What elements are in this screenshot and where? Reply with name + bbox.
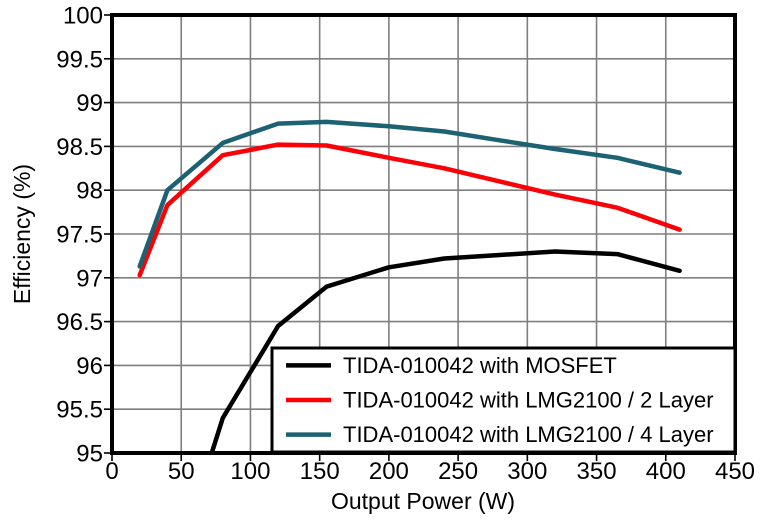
y-tick-label: 100 (63, 3, 103, 30)
legend-box (270, 346, 737, 454)
legend-item: TIDA-010042 with LMG2100 / 4 Layer (286, 422, 714, 447)
x-tick-label: 300 (507, 458, 547, 485)
x-tick-label: 50 (168, 458, 195, 485)
axis-tick-marks (104, 14, 736, 461)
x-tick-label: 400 (646, 458, 686, 485)
y-tick-label: 99.5 (56, 46, 103, 73)
x-tick-label: 350 (577, 458, 617, 485)
y-tick-label: 97 (76, 265, 103, 292)
legend-item: TIDA-010042 with MOSFET (286, 353, 617, 378)
legend-label: TIDA-010042 with LMG2100 / 2 Layer (343, 388, 714, 413)
legend: TIDA-010042 with MOSFET TIDA-010042 with … (270, 346, 737, 454)
series-line (137, 142, 682, 278)
x-tick-label: 100 (230, 458, 270, 485)
x-tick-label: 150 (300, 458, 340, 485)
y-tick-label: 98 (76, 178, 103, 205)
data-series (137, 119, 682, 455)
y-tick-label: 95 (76, 441, 103, 468)
x-axis-title: Output Power (W) (331, 488, 515, 514)
y-tick-label: 98.5 (56, 134, 103, 161)
series-line (137, 119, 682, 269)
x-tick-label: 200 (369, 458, 409, 485)
y-tick-label: 96 (76, 353, 103, 380)
series-line (208, 249, 682, 455)
y-tick-label: 99 (76, 90, 103, 117)
legend-label: TIDA-010042 with LMG2100 / 4 Layer (343, 422, 714, 447)
legend-item: TIDA-010042 with LMG2100 / 2 Layer (286, 388, 714, 413)
x-tick-label: 0 (105, 458, 118, 485)
tick-labels: 0 50 100 150 200 250 300 350 400 450 95 95.5 96 96.5 9… (56, 3, 755, 486)
y-tick-label: 95.5 (56, 397, 103, 424)
x-tick-label: 250 (438, 458, 478, 485)
legend-label: TIDA-010042 with MOSFET (343, 353, 617, 378)
y-tick-label: 96.5 (56, 309, 103, 336)
y-axis-title: Efficiency (%) (9, 164, 35, 304)
y-tick-label: 97.5 (56, 222, 103, 249)
x-tick-label: 450 (715, 458, 755, 485)
